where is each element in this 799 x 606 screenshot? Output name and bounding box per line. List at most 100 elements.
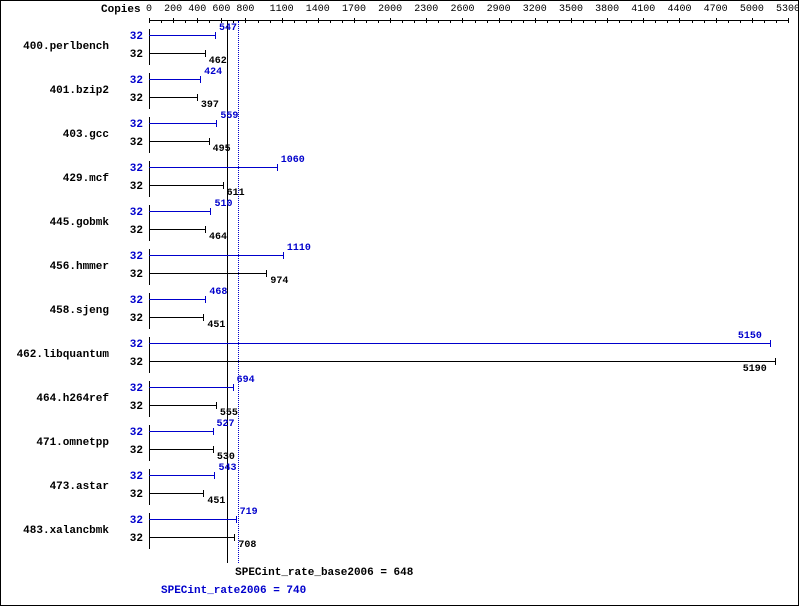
bar-base-value: 5190 — [743, 364, 767, 375]
benchmark-row: 401.bzip23232424397 — [149, 71, 788, 115]
bar-base-value: 530 — [217, 452, 235, 463]
bar-peak — [149, 387, 233, 388]
copies-base: 32 — [130, 93, 143, 105]
copies-base: 32 — [130, 489, 143, 501]
bar-peak-value: 543 — [218, 463, 236, 474]
bar-base-end — [234, 534, 235, 541]
benchmark-name: 403.gcc — [63, 129, 109, 141]
copies-peak: 32 — [130, 295, 143, 307]
copies-base: 32 — [130, 401, 143, 413]
bar-base — [149, 229, 205, 230]
bar-base-end — [197, 94, 198, 101]
bar-base — [149, 449, 213, 450]
bar-peak-value: 719 — [240, 507, 258, 518]
benchmark-row: 473.astar3232543451 — [149, 467, 788, 511]
x-tick-label: 2300 — [414, 4, 438, 15]
copies-peak: 32 — [130, 119, 143, 131]
copies-base: 32 — [130, 313, 143, 325]
x-tick-label: 600 — [212, 4, 230, 15]
copies-base: 32 — [130, 533, 143, 545]
bar-base-end — [266, 270, 267, 277]
x-tick-label: 3200 — [523, 4, 547, 15]
bar-base-end — [213, 446, 214, 453]
copies-peak: 32 — [130, 31, 143, 43]
benchmark-row: 429.mcf32321060611 — [149, 159, 788, 203]
bar-peak — [149, 431, 213, 432]
summary-peak-label: SPECint_rate2006 = 740 — [161, 585, 306, 597]
bar-base — [149, 493, 203, 494]
benchmark-name: 464.h264ref — [36, 393, 109, 405]
bar-base-end — [203, 314, 204, 321]
copies-peak: 32 — [130, 163, 143, 175]
benchmark-name: 462.libquantum — [17, 349, 109, 361]
benchmark-row: 458.sjeng3232468451 — [149, 291, 788, 335]
bar-peak-end — [277, 164, 278, 171]
bar-peak-end — [216, 120, 217, 127]
bar-base-end — [223, 182, 224, 189]
x-tick-label: 5000 — [740, 4, 764, 15]
copies-base: 32 — [130, 445, 143, 457]
benchmark-row: 403.gcc3232559495 — [149, 115, 788, 159]
benchmark-name: 429.mcf — [63, 173, 109, 185]
bar-peak-end — [215, 32, 216, 39]
bar-base-value: 451 — [207, 496, 225, 507]
x-axis: 0200400600800110014001700200023002600290… — [149, 4, 788, 21]
copies-base: 32 — [130, 269, 143, 281]
copies-base: 32 — [130, 181, 143, 193]
x-tick-label: 4100 — [631, 4, 655, 15]
copies-base: 32 — [130, 49, 143, 61]
benchmark-name: 456.hmmer — [50, 261, 109, 273]
bar-base-value: 555 — [220, 408, 238, 419]
bar-peak — [149, 255, 283, 256]
copies-peak: 32 — [130, 471, 143, 483]
bar-peak — [149, 519, 236, 520]
benchmark-row: 445.gobmk3232510464 — [149, 203, 788, 247]
x-tick-mark — [788, 18, 789, 23]
bar-peak-end — [210, 208, 211, 215]
plot-area: 400.perlbench3232547462401.bzip232324243… — [149, 21, 788, 563]
benchmark-name: 400.perlbench — [23, 41, 109, 53]
bar-base-end — [203, 490, 204, 497]
bar-base — [149, 537, 234, 538]
bar-base — [149, 273, 266, 274]
x-tick-label: 4400 — [667, 4, 691, 15]
x-tick-label: 1100 — [270, 4, 294, 15]
x-tick-label: 2000 — [378, 4, 402, 15]
bar-base — [149, 317, 203, 318]
bar-base — [149, 185, 223, 186]
x-tick-label: 2600 — [450, 4, 474, 15]
x-tick-label: 0 — [146, 4, 152, 15]
x-tick-label: 5300 — [776, 4, 799, 15]
benchmark-row: 462.libquantum323251505190 — [149, 335, 788, 379]
bar-peak — [149, 79, 200, 80]
bar-base-value: 462 — [209, 56, 227, 67]
copies-base: 32 — [130, 225, 143, 237]
copies-peak: 32 — [130, 427, 143, 439]
summary-base-label: SPECint_rate_base2006 = 648 — [235, 567, 413, 579]
x-tick-label: 3800 — [595, 4, 619, 15]
bar-peak-value: 5150 — [738, 331, 762, 342]
bar-base-value: 495 — [213, 144, 231, 155]
copies-base: 32 — [130, 357, 143, 369]
benchmark-name: 458.sjeng — [50, 305, 109, 317]
copies-base: 32 — [130, 137, 143, 149]
x-tick-label: 1700 — [342, 4, 366, 15]
bar-peak-end — [770, 340, 771, 347]
bar-base-end — [205, 50, 206, 57]
copies-peak: 32 — [130, 75, 143, 87]
bar-peak-value: 559 — [220, 111, 238, 122]
bar-base — [149, 361, 775, 362]
benchmark-name: 471.omnetpp — [36, 437, 109, 449]
bar-peak-value: 1110 — [287, 243, 311, 254]
bar-base-end — [205, 226, 206, 233]
x-tick-label: 200 — [164, 4, 182, 15]
benchmark-name: 473.astar — [50, 481, 109, 493]
bar-base-end — [775, 358, 776, 365]
benchmark-row: 471.omnetpp3232527530 — [149, 423, 788, 467]
bar-peak-end — [214, 472, 215, 479]
bar-base-value: 464 — [209, 232, 227, 243]
spec-chart: Copies 020040060080011001400170020002300… — [0, 0, 799, 606]
x-tick-label: 1400 — [306, 4, 330, 15]
bar-base — [149, 141, 209, 142]
bar-base-value: 611 — [227, 188, 245, 199]
